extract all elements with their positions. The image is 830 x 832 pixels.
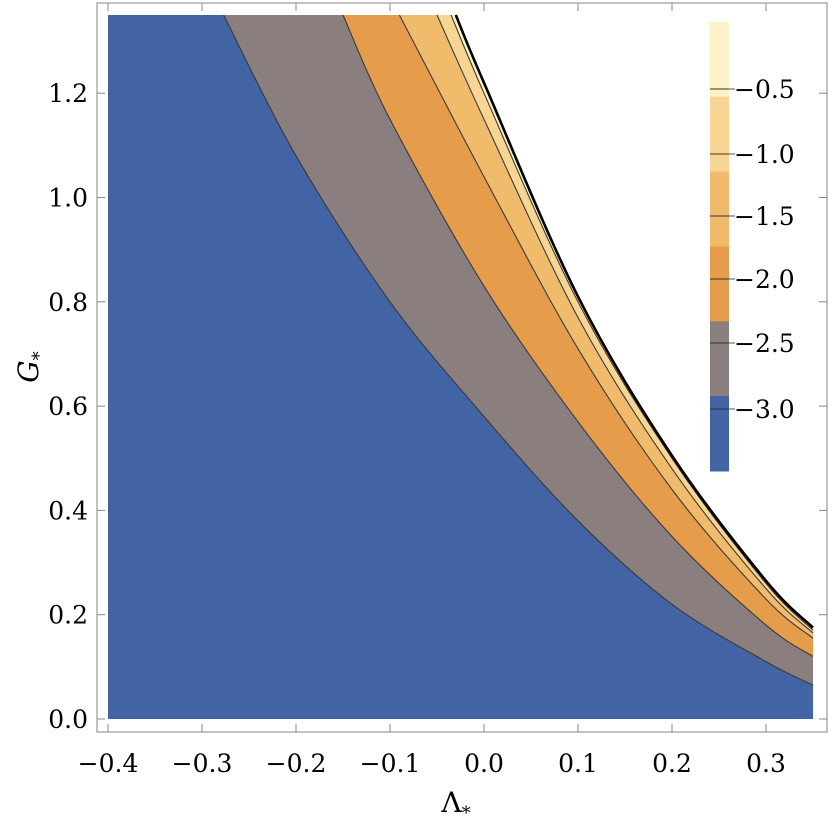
colorbar-band-3 [710, 246, 729, 322]
y-tick-label-5: 1.0 [48, 184, 88, 213]
contour-line-0 [223, 14, 814, 686]
x-tick-label-5: 0.1 [558, 749, 598, 778]
y-tick-label-0: 0.0 [48, 705, 88, 734]
colorbar-label-5: −3.0 [734, 395, 795, 424]
y-tick-label-4: 0.8 [48, 288, 88, 317]
colorbar-band-1 [710, 96, 729, 173]
band-3 [399, 15, 813, 639]
y-tick-label-2: 0.4 [48, 496, 88, 525]
x-tick-label-7: 0.3 [746, 749, 786, 778]
colorbar-label-4: −2.5 [734, 329, 795, 358]
x-tick-label-4: 0.0 [464, 749, 504, 778]
colorbar-label-2: −1.5 [734, 202, 795, 231]
x-tick-label-0: −0.4 [78, 749, 139, 778]
y-tick-label-3: 0.6 [48, 392, 88, 421]
x-tick-label-3: −0.1 [360, 749, 421, 778]
colorbar-band-4 [710, 321, 729, 397]
contour-line-5 [454, 14, 814, 629]
y-tick-label-1: 0.2 [48, 601, 88, 630]
y-axis-label: G* [12, 351, 50, 382]
plot-area [108, 14, 814, 719]
axes: −0.4 −0.3 −0.2 −0.1 0.0 0.1 0.2 0.3 0.0 0.2 0.4 0.6… [12, 2, 828, 824]
plot-frame [96, 2, 828, 733]
band-0 [108, 15, 813, 719]
contour-line-1 [342, 14, 814, 657]
colorbar-band-5 [710, 396, 729, 472]
colorbar-band-0 [710, 22, 729, 98]
contour-line-2 [398, 14, 814, 639]
colorbar-label-0: −0.5 [734, 75, 795, 104]
y-tick-label-6: 1.2 [48, 79, 88, 108]
colorbar-label-1: −1.0 [734, 140, 795, 169]
x-axis-label: Λ* [440, 786, 470, 824]
contour-line-3 [436, 14, 814, 634]
colorbar-label-3: −2.0 [734, 265, 795, 294]
colorbar-band-2 [710, 171, 729, 247]
band-2 [343, 15, 813, 657]
band-4 [437, 15, 813, 633]
x-tick-label-2: −0.2 [266, 749, 327, 778]
contour-line-4 [450, 14, 814, 631]
colorbar-legend: −0.5 −1.0 −1.5 −2.0 −2.5 −3.0 [710, 22, 795, 472]
band-1 [223, 15, 813, 686]
x-tick-label-6: 0.2 [652, 749, 692, 778]
x-tick-label-1: −0.3 [172, 749, 233, 778]
